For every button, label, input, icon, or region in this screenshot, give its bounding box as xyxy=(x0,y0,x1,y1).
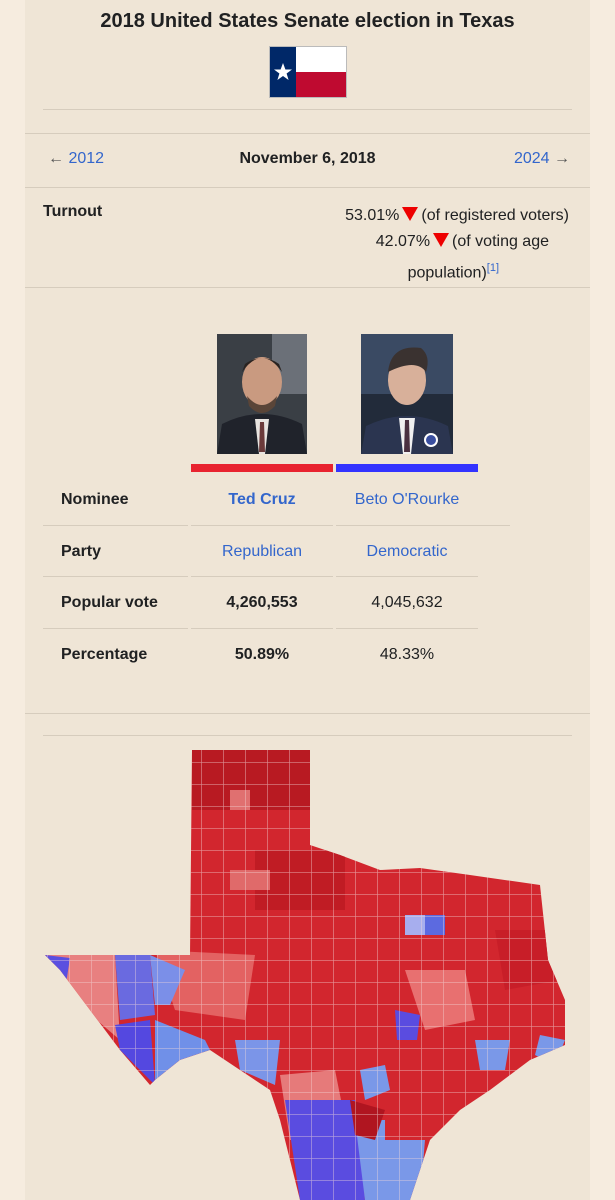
row-divider xyxy=(43,576,188,577)
flag xyxy=(269,46,347,98)
turnout-value: 53.01% xyxy=(345,207,400,224)
next-arrow: → xyxy=(554,150,570,167)
divider xyxy=(43,109,572,110)
row-divider xyxy=(191,627,333,629)
cell[interactable]: Beto O'Rourke xyxy=(354,491,460,508)
cell[interactable]: Democratic xyxy=(366,542,448,560)
decrease-icon xyxy=(402,207,419,221)
row-label: Popular vote xyxy=(61,594,158,611)
turnout-note: population) xyxy=(407,264,487,282)
turnout-note: (of registered voters) xyxy=(421,207,569,224)
candidate-photo xyxy=(361,334,453,454)
cell: 48.33% xyxy=(379,645,435,663)
row-divider xyxy=(43,524,188,526)
divider xyxy=(25,287,590,288)
cell: 4,045,632 xyxy=(371,594,443,611)
election-date: November 6, 2018 xyxy=(239,150,376,167)
row-divider xyxy=(191,524,333,526)
decrease-icon xyxy=(433,233,450,247)
divider xyxy=(43,735,572,736)
turnout-value: 42.07% xyxy=(375,233,431,250)
cell[interactable]: Republican xyxy=(221,542,303,560)
row-divider xyxy=(336,524,510,526)
prev-link[interactable]: 2012 xyxy=(68,150,105,167)
row-label: Party xyxy=(61,542,102,560)
turnout-label: Turnout xyxy=(43,203,103,220)
cell: 50.89% xyxy=(234,645,290,663)
party-color-bar xyxy=(191,464,333,472)
prev-arrow: ← xyxy=(48,150,64,167)
row-divider xyxy=(336,627,478,629)
infobox: 2018 United States Senate election in Te… xyxy=(25,0,590,1200)
results-map xyxy=(45,750,565,1200)
divider xyxy=(25,187,590,188)
row-divider xyxy=(43,627,188,629)
party-color-bar xyxy=(336,464,478,472)
row-label: Nominee xyxy=(61,491,129,508)
row-label: Percentage xyxy=(61,645,148,663)
cell: 4,260,553 xyxy=(226,594,298,611)
divider xyxy=(25,713,590,714)
divider xyxy=(25,133,590,134)
row-divider xyxy=(336,576,478,577)
cell[interactable]: Ted Cruz xyxy=(228,491,296,508)
next-link[interactable]: 2024 xyxy=(513,150,550,167)
row-divider xyxy=(191,576,333,577)
reference[interactable]: [1] xyxy=(486,262,499,274)
title: 2018 United States Senate election in Te… xyxy=(100,10,515,32)
turnout-note: (of voting age xyxy=(452,233,549,250)
candidate-photo xyxy=(217,334,307,454)
